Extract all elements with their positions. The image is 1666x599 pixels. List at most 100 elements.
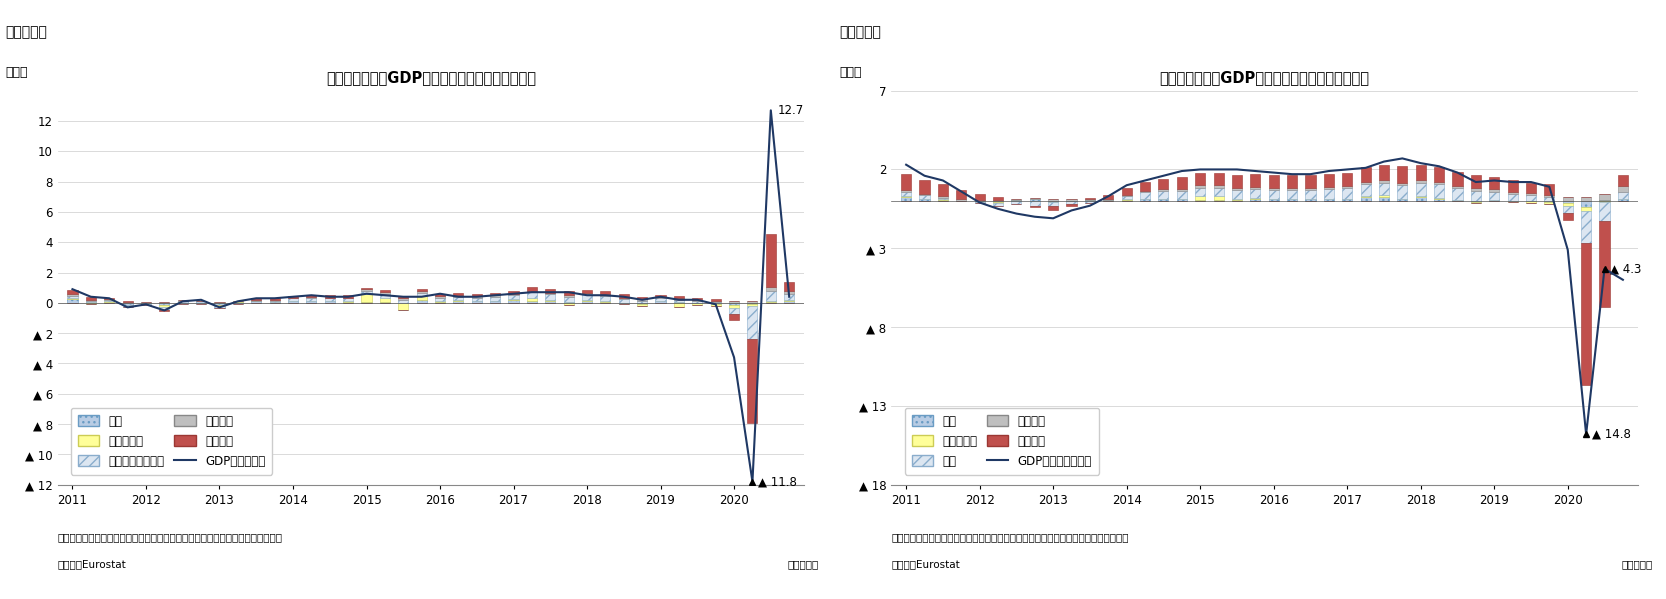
Bar: [1085, 201, 1095, 202]
Bar: [142, 303, 152, 304]
Bar: [1306, 199, 1316, 201]
Bar: [748, 304, 758, 306]
Bar: [636, 299, 646, 301]
Bar: [600, 291, 610, 295]
Bar: [1231, 199, 1243, 200]
Bar: [85, 297, 97, 300]
Bar: [1453, 172, 1463, 186]
Bar: [1011, 201, 1021, 204]
Bar: [1268, 190, 1279, 199]
Bar: [581, 301, 591, 303]
Bar: [711, 304, 721, 306]
Bar: [993, 200, 1003, 201]
Bar: [1434, 199, 1444, 201]
Bar: [730, 305, 740, 308]
Bar: [416, 292, 426, 293]
Legend: 外需, 在庫変動等, 投資（在庫除く）, 政府消費, 個人消費, GDP（前期比）: 外需, 在庫変動等, 投資（在庫除く）, 政府消費, 個人消費, GDP（前期比…: [72, 407, 272, 475]
Bar: [748, 306, 758, 339]
Bar: [343, 298, 353, 301]
Bar: [380, 302, 390, 303]
Bar: [1103, 195, 1113, 199]
Bar: [252, 301, 262, 303]
Bar: [288, 298, 298, 301]
Bar: [1158, 179, 1168, 189]
Bar: [270, 301, 280, 302]
Bar: [938, 199, 948, 200]
Bar: [508, 299, 518, 300]
Bar: [526, 301, 536, 303]
Bar: [1030, 199, 1040, 201]
Bar: [1599, 200, 1609, 201]
Text: （図表２）: （図表２）: [840, 25, 881, 40]
Bar: [362, 288, 372, 289]
Bar: [1306, 190, 1316, 199]
Bar: [1195, 173, 1205, 185]
Bar: [1176, 199, 1186, 201]
Bar: [1085, 198, 1095, 199]
Bar: [325, 301, 335, 303]
Bar: [1361, 197, 1371, 201]
Bar: [123, 303, 133, 305]
Bar: [545, 293, 555, 295]
Text: （四半期）: （四半期）: [1621, 559, 1653, 570]
Bar: [343, 302, 353, 303]
Bar: [748, 339, 758, 422]
Bar: [1471, 201, 1481, 202]
Bar: [920, 180, 930, 194]
Bar: [636, 304, 646, 306]
Bar: [1416, 196, 1426, 197]
Bar: [730, 314, 740, 320]
Bar: [1379, 195, 1389, 197]
Bar: [252, 298, 262, 300]
Bar: [453, 297, 463, 300]
Bar: [1011, 200, 1021, 201]
Bar: [1048, 201, 1058, 202]
Bar: [490, 295, 500, 297]
Bar: [105, 300, 115, 301]
Bar: [1268, 199, 1279, 201]
Bar: [1398, 183, 1408, 185]
Bar: [490, 293, 500, 295]
Bar: [270, 300, 280, 301]
Bar: [1379, 183, 1389, 195]
Bar: [1581, 197, 1591, 201]
Bar: [123, 305, 133, 307]
Bar: [1581, 207, 1591, 211]
Bar: [1121, 195, 1131, 196]
Bar: [1618, 175, 1628, 186]
Bar: [215, 306, 225, 308]
Bar: [1213, 187, 1223, 196]
Bar: [1103, 199, 1113, 200]
Bar: [416, 293, 426, 296]
Text: ▲ 11.8: ▲ 11.8: [758, 475, 796, 488]
Bar: [1066, 199, 1076, 201]
Bar: [1121, 199, 1131, 200]
Bar: [1453, 188, 1463, 200]
Bar: [1618, 192, 1628, 199]
Bar: [901, 190, 911, 192]
Bar: [545, 289, 555, 293]
Bar: [1231, 187, 1243, 190]
Bar: [1324, 199, 1334, 201]
Bar: [920, 199, 930, 201]
Bar: [1398, 167, 1408, 183]
Bar: [123, 301, 133, 302]
Bar: [270, 302, 280, 303]
Bar: [673, 296, 685, 298]
Bar: [1544, 184, 1554, 195]
Bar: [1048, 202, 1058, 207]
Bar: [1471, 175, 1481, 188]
Bar: [920, 194, 930, 195]
Bar: [993, 201, 1003, 202]
Bar: [1324, 174, 1334, 187]
Text: 12.7: 12.7: [778, 104, 805, 117]
Bar: [215, 302, 225, 303]
Bar: [1434, 167, 1444, 182]
Bar: [380, 292, 390, 294]
Bar: [730, 303, 740, 305]
Bar: [1453, 186, 1463, 188]
Bar: [1288, 199, 1298, 201]
Bar: [956, 199, 966, 201]
Bar: [1563, 213, 1573, 220]
Bar: [307, 301, 317, 303]
